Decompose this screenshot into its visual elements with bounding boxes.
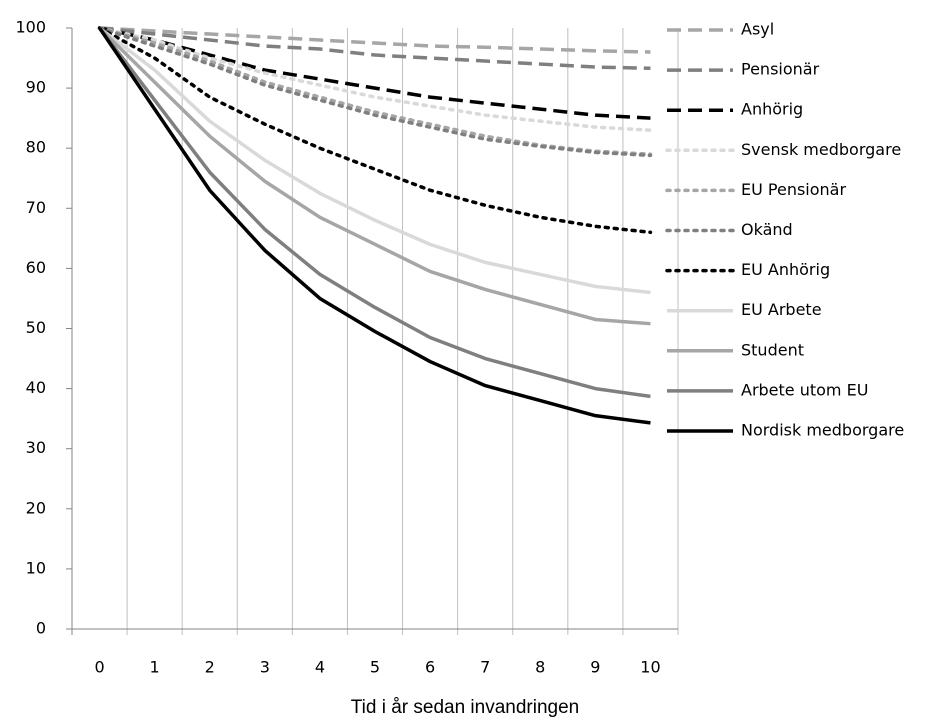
legend-label: Anhörig [741,100,803,119]
x-tick-label: 0 [94,658,104,677]
y-tick-label: 100 [15,18,46,37]
x-tick-label: 4 [315,658,325,677]
y-tick-label: 50 [26,318,46,337]
y-tick-label: 90 [26,78,46,97]
legend-label: EU Arbete [741,300,822,319]
legend-label: Nordisk medborgare [741,421,904,440]
y-tick-label: 10 [26,558,46,577]
x-tick-label: 7 [480,658,490,677]
series-line [98,26,651,326]
y-tick-label: 80 [26,138,46,157]
series-line [97,26,653,132]
series-line [98,27,651,425]
legend-label: Asyl [741,20,774,39]
series-line [97,26,653,235]
y-tick-label: 20 [26,498,46,517]
legend-label: Arbete utom EU [741,380,868,399]
series-line [99,26,651,120]
y-tick-label: 40 [26,378,46,397]
x-tick-label: 8 [535,658,545,677]
x-tick-label: 5 [370,658,380,677]
x-tick-label: 6 [425,658,435,677]
x-tick-label: 10 [640,658,660,677]
x-tick-label: 2 [205,658,215,677]
legend-label: Student [741,340,804,359]
legend-label: Svensk medborgare [741,140,901,159]
series-line [98,26,651,295]
legend-label: Okänd [741,220,793,239]
x-axis-label: Tid i år sedan invandringen [351,697,580,718]
legend-label: Pensionär [741,60,820,79]
series-line [99,26,651,71]
y-tick-label: 30 [26,438,46,457]
y-tick-label: 70 [26,198,46,217]
x-tick-label: 1 [150,658,160,677]
y-tick-label: 0 [36,619,46,638]
series-line [99,26,651,54]
legend-label: EU Pensionär [741,180,846,199]
series-line [98,26,651,399]
legend-label: EU Anhörig [741,260,830,279]
x-tick-label: 3 [260,658,270,677]
x-tick-label: 9 [590,658,600,677]
series-line [97,26,653,158]
y-tick-label: 60 [26,258,46,277]
